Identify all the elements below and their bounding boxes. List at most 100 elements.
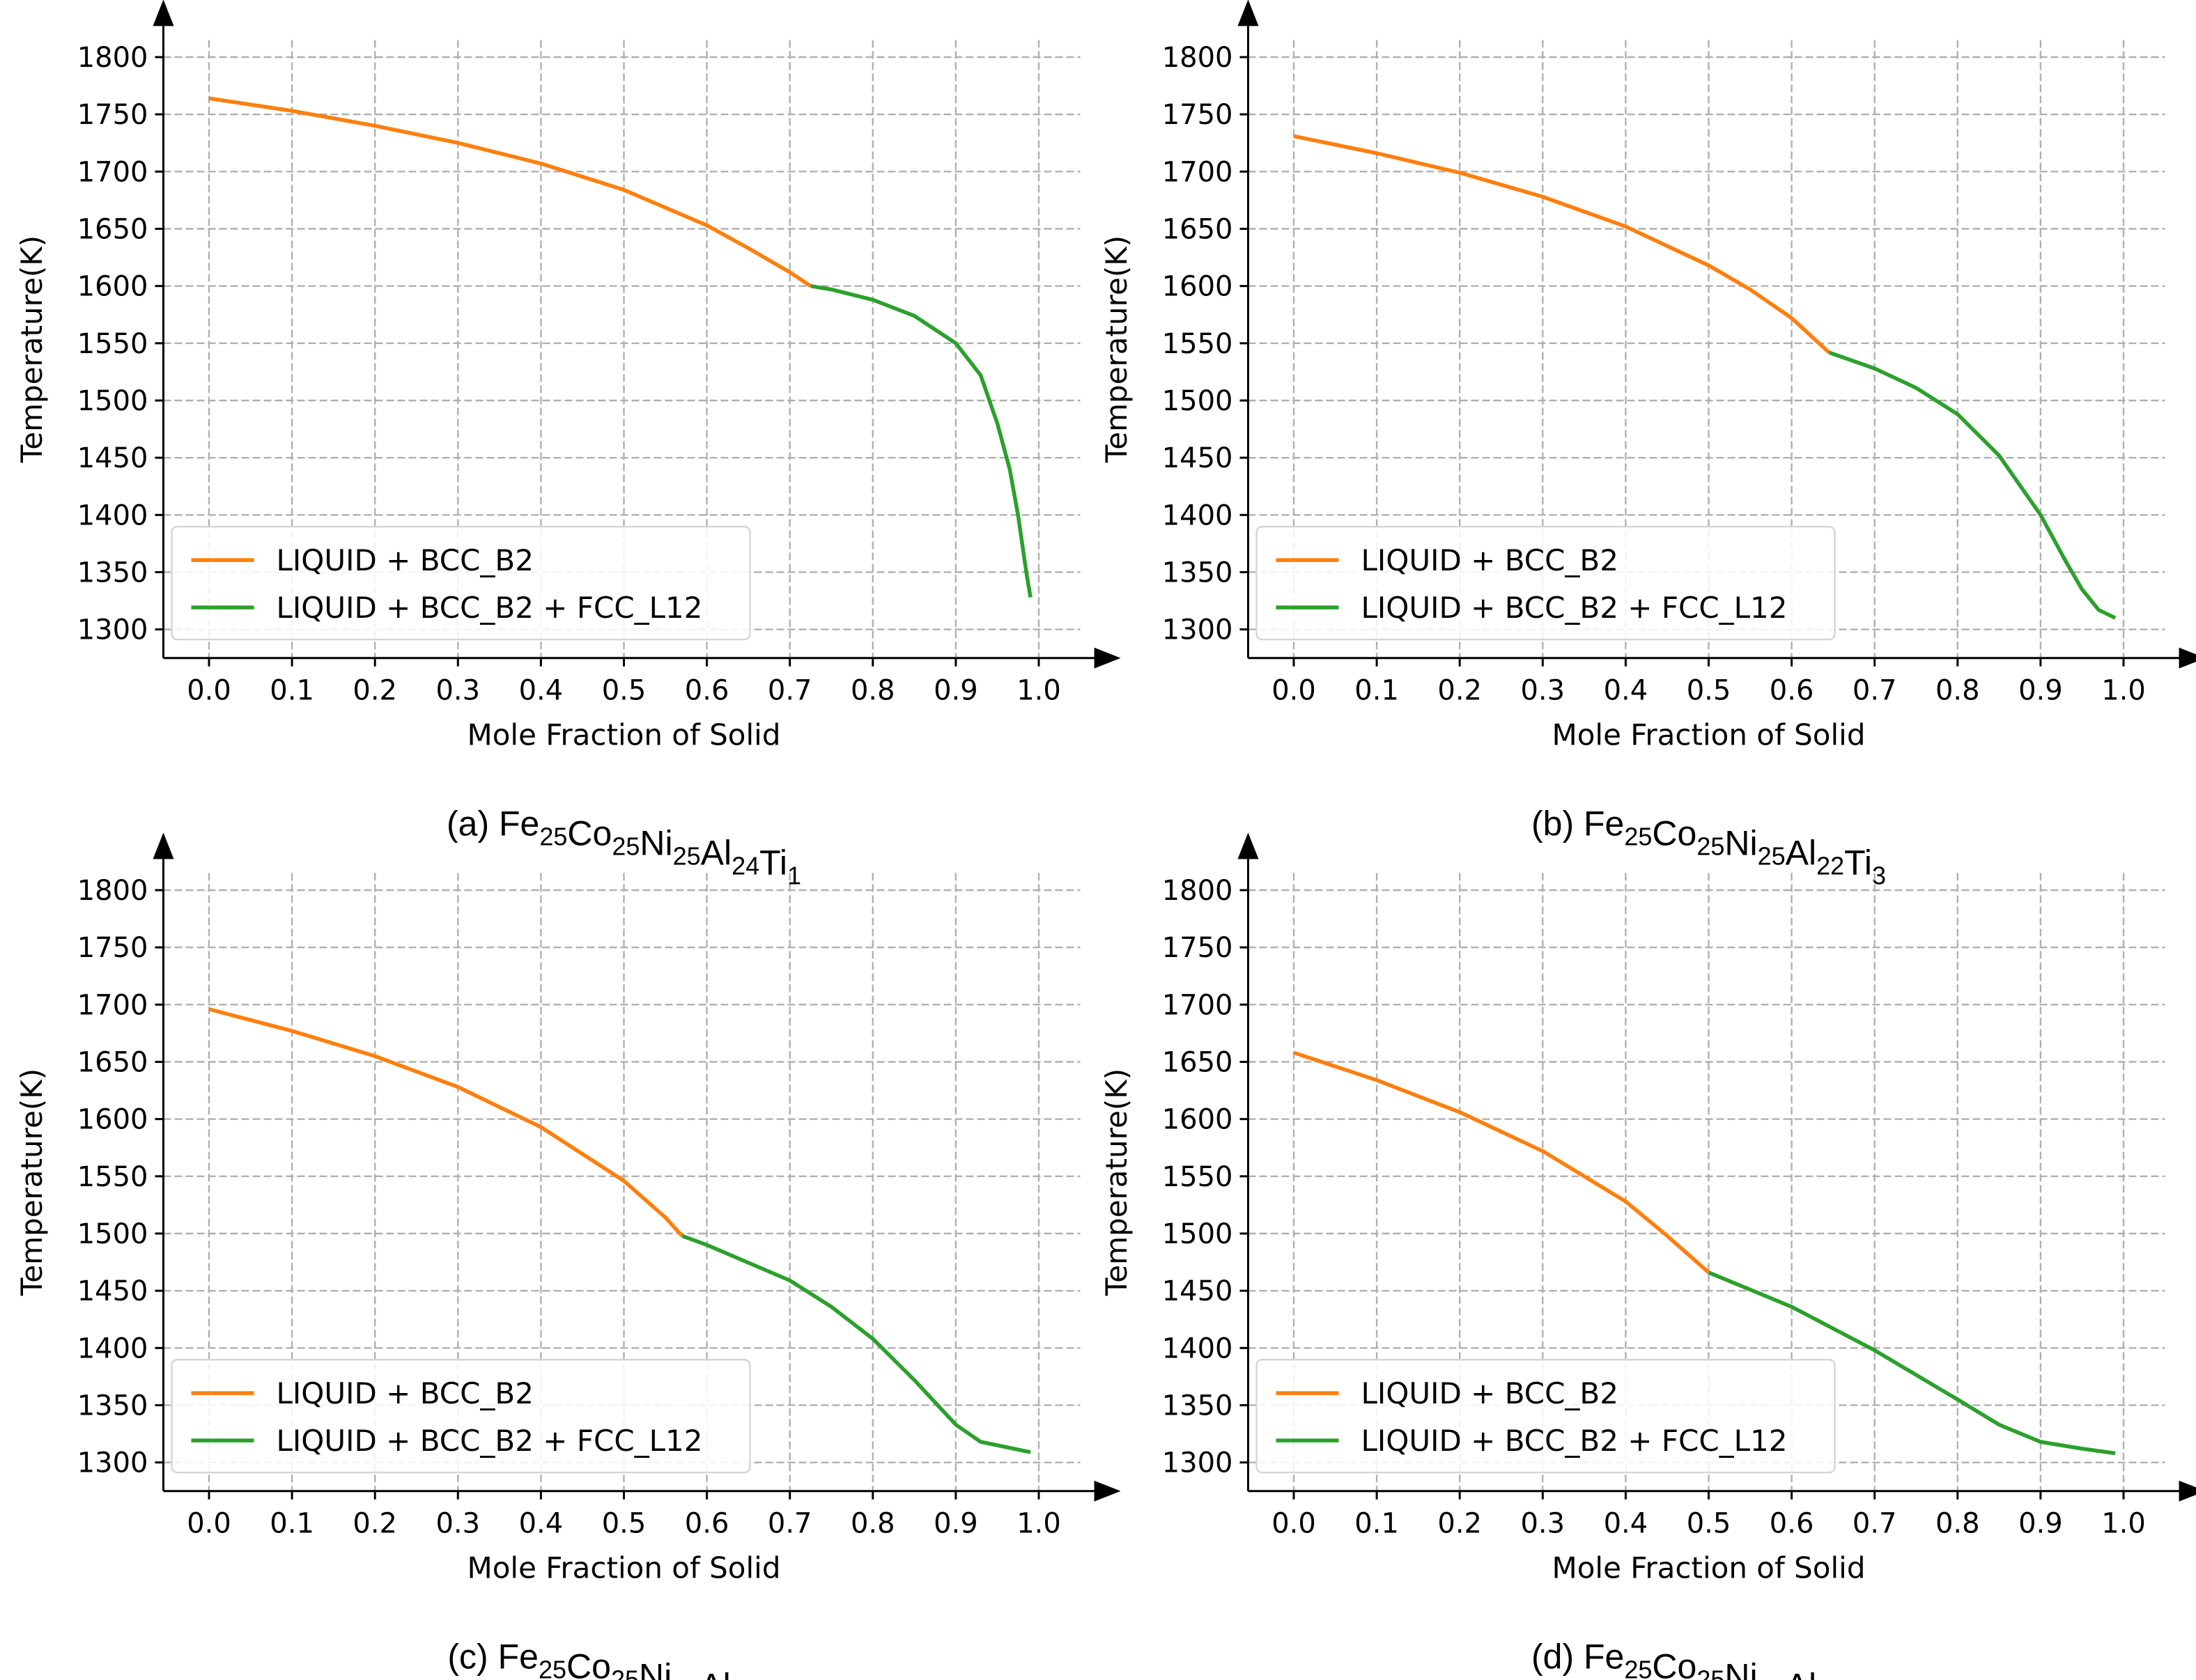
x-tick-label: 0.6: [685, 675, 729, 707]
x-tick-label: 0.5: [1687, 675, 1731, 707]
y-axis-arrowhead: [1237, 832, 1259, 860]
x-tick-label: 0.8: [1935, 675, 1980, 707]
x-axis-arrowhead: [1094, 647, 1121, 669]
panel-caption: (c) Fe25Co25Ni25Al20Ti5: [447, 1638, 800, 1680]
caption-element: Fe: [498, 1638, 539, 1677]
y-tick-label: 1550: [77, 328, 148, 360]
x-tick-label: 0.7: [768, 675, 812, 707]
x-tick-label: 0.8: [1935, 1508, 1980, 1540]
caption-element: Co: [1652, 1647, 1696, 1680]
y-tick-label: 1550: [1162, 1161, 1233, 1193]
caption-subscript: 3: [1872, 862, 1886, 890]
legend-box: [171, 525, 751, 641]
chart-panel-3: 0.0 0.1 0.2 0.3 0.4 0.5 0.6 0.7 0.8 0.9 1.0 1300 135…: [1099, 832, 2196, 1680]
caption-prefix: (b): [1531, 804, 1584, 843]
x-tick-label: 0.3: [435, 675, 480, 707]
legend-label: LIQUID + BCC_B2 + FCC_L12: [1361, 591, 1787, 625]
caption-subscript: 25: [673, 842, 701, 871]
caption-subscript: 25: [1696, 832, 1724, 861]
legend-box: [1255, 1358, 1836, 1474]
x-tick-label: 0.4: [519, 675, 564, 707]
x-axis-arrowhead: [2179, 647, 2196, 669]
x-tick-label: 0.0: [1271, 675, 1316, 707]
caption-element: Co: [566, 1647, 611, 1680]
caption-subscript: 1: [787, 862, 801, 890]
x-axis-label: Mole Fraction of Solid: [1552, 718, 1866, 752]
panel-caption: (d) Fe25Co25Ni25Al18Ti7: [1531, 1638, 1886, 1680]
x-tick-label: 0.2: [353, 1508, 397, 1540]
y-tick-label: 1650: [77, 213, 148, 245]
x-tick-label: 0.0: [187, 1508, 231, 1540]
y-tick-label: 1450: [77, 1275, 148, 1307]
y-tick-label: 1700: [1162, 156, 1233, 188]
y-tick-label: 1800: [77, 875, 148, 907]
y-tick-label: 1300: [1162, 614, 1233, 646]
caption-subscript: 25: [611, 1665, 639, 1680]
y-tick-label: 1550: [1162, 328, 1233, 360]
x-tick-label: 0.3: [435, 1508, 480, 1540]
caption-element: Al: [699, 1667, 730, 1680]
panel-caption: (b) Fe25Co25Ni25Al22Ti3: [1531, 804, 1886, 890]
caption-element: Fe: [1584, 804, 1624, 843]
y-tick-label: 1700: [77, 989, 148, 1021]
caption-subscript: 25: [539, 823, 567, 851]
legend-label: LIQUID + BCC_B2: [1361, 1376, 1618, 1410]
caption-subscript: 25: [1624, 1656, 1652, 1680]
caption-subscript: 25: [539, 1656, 566, 1680]
x-tick-label: 0.1: [270, 1508, 314, 1540]
caption-element: Co: [1652, 814, 1696, 853]
x-tick-label: 0.7: [1853, 1508, 1897, 1540]
y-axis-label: Temperature(K): [15, 235, 49, 463]
y-tick-label: 1600: [1162, 1104, 1233, 1136]
y-tick-label: 1300: [1162, 1447, 1233, 1479]
y-tick-label: 1350: [1162, 557, 1233, 589]
x-tick-label: 0.0: [187, 675, 231, 707]
caption-element: Ti: [759, 843, 787, 882]
y-tick-label: 1600: [77, 1104, 148, 1136]
x-axis-label: Mole Fraction of Solid: [467, 1551, 781, 1585]
y-tick-label: 1650: [1162, 1046, 1233, 1078]
y-axis-arrowhead: [153, 0, 174, 26]
x-tick-label: 0.5: [1687, 1508, 1731, 1540]
x-tick-label: 0.4: [1604, 675, 1648, 707]
x-tick-label: 0.4: [519, 1508, 564, 1540]
x-tick-label: 0.1: [1354, 675, 1399, 707]
caption-subscript: 25: [1758, 1675, 1786, 1680]
y-axis-label: Temperature(K): [15, 1068, 49, 1296]
x-tick-label: 0.3: [1520, 675, 1565, 707]
x-tick-label: 0.6: [1770, 1508, 1814, 1540]
y-tick-label: 1500: [77, 385, 148, 417]
caption-subscript: 25: [1624, 823, 1652, 851]
x-tick-label: 0.5: [602, 1508, 647, 1540]
y-tick-label: 1400: [77, 1332, 148, 1364]
caption-subscript: 25: [1696, 1665, 1724, 1680]
x-tick-label: 1.0: [2101, 675, 2146, 707]
x-tick-label: 0.6: [1770, 675, 1814, 707]
y-tick-label: 1350: [1162, 1390, 1233, 1422]
chart-panel-1: 0.0 0.1 0.2 0.3 0.4 0.5 0.6 0.7 0.8 0.9 1.0 1300 135…: [1099, 0, 2196, 890]
y-tick-label: 1800: [77, 42, 148, 74]
y-tick-label: 1750: [1162, 932, 1233, 964]
caption-subscript: 25: [612, 832, 640, 861]
caption-prefix: (c): [447, 1638, 497, 1677]
y-tick-label: 1800: [1162, 42, 1233, 74]
x-tick-label: 0.7: [1853, 675, 1897, 707]
y-tick-label: 1350: [77, 1390, 148, 1422]
caption-element: Ni: [639, 1657, 672, 1680]
x-tick-label: 0.9: [934, 1508, 978, 1540]
y-tick-label: 1500: [1162, 1218, 1233, 1250]
x-tick-label: 0.5: [602, 675, 647, 707]
x-tick-label: 0.1: [1354, 1508, 1399, 1540]
y-tick-label: 1700: [1162, 989, 1233, 1021]
legend-box: [1255, 525, 1836, 641]
caption-subscript: 25: [1758, 842, 1786, 871]
legend-label: LIQUID + BCC_B2: [276, 1376, 533, 1410]
series-line-liquid-bcc-b2-fcc-l12: [1828, 350, 2117, 620]
series-line-liquid-bcc-b2: [208, 96, 812, 288]
caption-element: Ni: [1724, 824, 1757, 863]
x-tick-label: 0.8: [851, 675, 895, 707]
y-tick-label: 1300: [77, 614, 148, 646]
y-tick-label: 1800: [1162, 875, 1233, 907]
y-tick-label: 1400: [77, 499, 148, 531]
